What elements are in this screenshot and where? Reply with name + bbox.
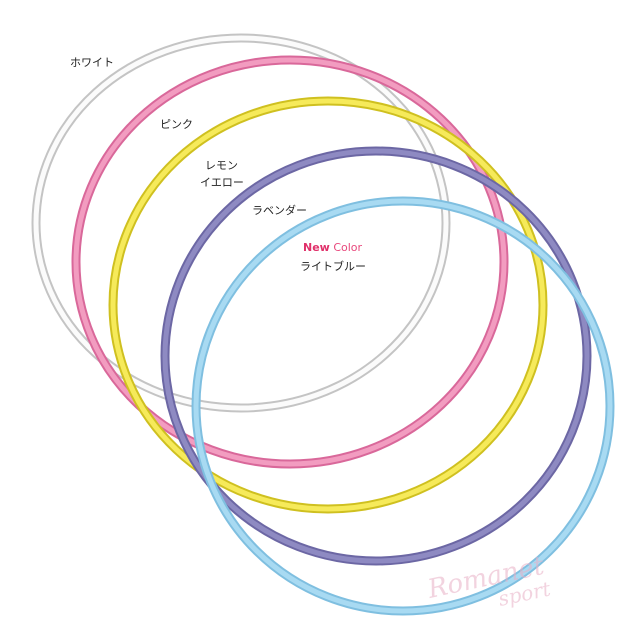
label-lavender: ラベンダー [252,203,307,217]
hoops [31,33,615,616]
watermark: Romanet sport [424,551,553,611]
badge-new: New [303,241,330,254]
yellow-hoop [110,98,546,512]
badge-color: Color [333,241,362,254]
label-lightblue: ライトブルー [300,259,366,273]
label-yellow: イエロー [200,176,244,189]
lightblue-hoop [193,198,613,614]
lavender-hoop [162,148,590,564]
new-color-badge: New Color [303,241,363,254]
label-pink: ピンク [160,118,193,131]
label-white: ホワイト [70,56,114,69]
label-lemon: レモン [205,159,238,172]
pink-hoop [73,57,507,467]
white-hoop [33,35,449,411]
